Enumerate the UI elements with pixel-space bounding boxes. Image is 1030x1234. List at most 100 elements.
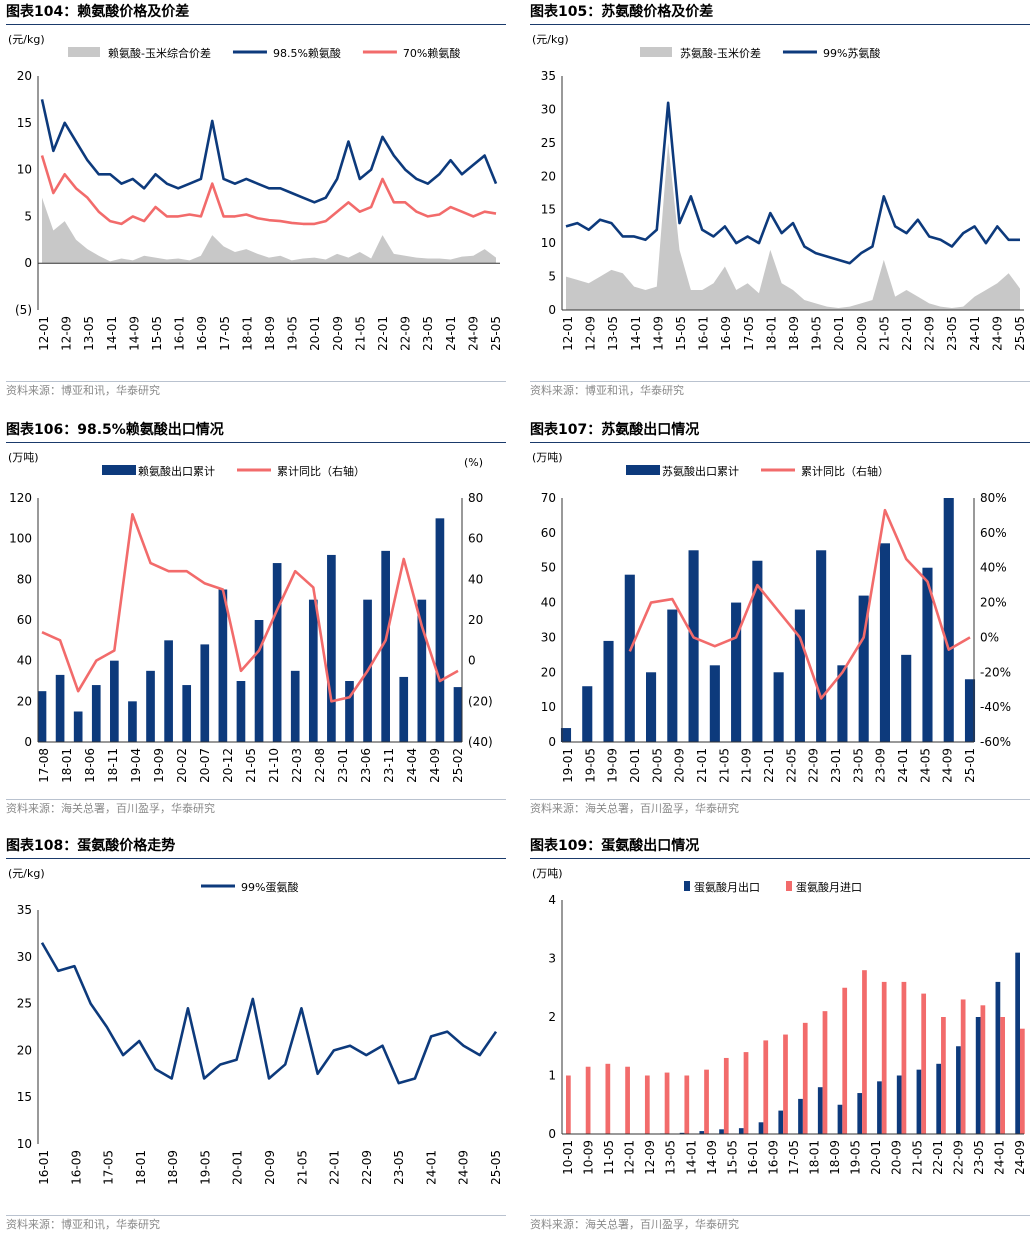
bar	[879, 543, 890, 742]
bar	[684, 1075, 690, 1134]
x-tick-label: 19-05	[849, 1140, 863, 1175]
x-tick-label: 20-12	[221, 748, 235, 783]
x-tick-label: 23-01	[336, 748, 350, 783]
y2-tick-label: 60	[468, 532, 483, 546]
x-tick-label: 18-01	[134, 1150, 148, 1185]
x-tick-label: 25-05	[1013, 316, 1027, 351]
line-series	[41, 512, 459, 703]
chart-105-svg: 苏氨酸-玉米价差 99%苏氨酸 (元/kg) 35 30 25 20 15 10 5 0 12-01 1…	[532, 33, 1027, 351]
y-tick-label: 10	[17, 163, 32, 177]
x-tick-label: 18-01	[240, 316, 254, 351]
x-tick-label: 22-09	[399, 316, 413, 351]
x-tick-label: 18-09	[828, 1140, 842, 1175]
legend-label: 99%苏氨酸	[823, 46, 880, 60]
x-tick-label: 19-05	[286, 316, 300, 351]
x-tick-label: 23-01	[829, 748, 843, 783]
legend-label: 98.5%赖氨酸	[273, 46, 341, 60]
y-tick-label: 40	[541, 596, 556, 610]
bar	[688, 550, 699, 742]
x-tick-label: 11-05	[602, 1140, 616, 1175]
bar	[308, 599, 318, 742]
x-tick-label: 22-09	[360, 1150, 374, 1185]
y2-tick-label: 0	[468, 654, 476, 668]
bar	[110, 660, 119, 742]
bar	[603, 640, 614, 742]
bar	[128, 701, 137, 742]
line-series	[40, 99, 498, 204]
bar	[723, 1057, 729, 1134]
bar	[896, 1075, 902, 1134]
y2-tick-label: (20)	[468, 694, 493, 708]
legend-label: 赖氨酸出口累计	[138, 464, 215, 478]
bar	[943, 498, 954, 742]
bar	[719, 1129, 724, 1134]
x-tick-label: 22-09	[807, 748, 821, 783]
y-tick-label: 0	[24, 256, 32, 270]
legend-swatch	[68, 47, 100, 57]
x-tick-label: 14-09	[651, 316, 665, 351]
x-tick-label: 13-05	[82, 316, 96, 351]
y-tick-label: 35	[541, 69, 556, 83]
legend-item: 99%苏氨酸	[782, 46, 880, 60]
bar	[453, 687, 463, 742]
bar	[916, 1069, 922, 1134]
x-tick-label: 16-01	[697, 316, 711, 351]
x-tick-label: 15-05	[674, 316, 688, 351]
bar	[585, 1066, 591, 1134]
bar	[218, 589, 228, 742]
y-tick-label: 70	[541, 491, 556, 505]
x-tick-label: 20-09	[673, 748, 687, 783]
x-tick-label: 25-05	[489, 316, 503, 351]
y-tick-label: 60	[541, 526, 556, 540]
x-tick-label: 17-05	[787, 1140, 801, 1175]
legend-swatch	[786, 881, 792, 891]
panel-chart-109: 图表109：蛋氨酸出口情况 蛋氨酸月出口 蛋氨酸月进口 (万吨) 4 3 2 1 0 10-01…	[530, 834, 1030, 1234]
x-tick-label: 18-09	[787, 316, 801, 351]
y-tick-label: 20	[17, 1043, 32, 1057]
x-tick-label: 21-05	[244, 748, 258, 783]
legend-label: 累计同比（右轴）	[801, 464, 889, 478]
x-tick-label: 20-02	[175, 748, 189, 783]
legend-label: 70%赖氨酸	[403, 46, 460, 60]
bar	[798, 1098, 803, 1134]
y2-tick-label: -40%	[980, 700, 1011, 714]
legend-label: 苏氨酸出口累计	[662, 464, 739, 478]
bar	[290, 670, 300, 742]
chart-title-109: 图表109：蛋氨酸出口情况	[530, 836, 1030, 859]
chart-106-svg: 赖氨酸出口累计 累计同比（右轴） (万吨) (%) 120 100 80 60 40 20 0 80 6…	[8, 451, 493, 783]
x-tick-label: 20-09	[855, 316, 869, 351]
x-tick-label: 21-01	[695, 748, 709, 783]
x-tick-label: 17-05	[742, 316, 756, 351]
chart-source-107: 资料来源：海关总署，百川盈孚，华泰研究	[530, 799, 1030, 818]
bar	[560, 728, 572, 742]
area-series	[42, 197, 496, 264]
y-tick-label: 10	[541, 700, 556, 714]
y-tick-label: 50	[541, 561, 556, 575]
chart-title-108: 图表108：蛋氨酸价格走势	[6, 836, 506, 859]
bar	[857, 1093, 863, 1134]
x-tick-label: 25-05	[489, 1150, 503, 1185]
bar	[91, 685, 101, 742]
x-tick-label: 18-06	[83, 748, 97, 783]
legend-label: 99%蛋氨酸	[241, 880, 298, 894]
bar	[679, 1132, 685, 1134]
panel-chart-106: 图表106：98.5%赖氨酸出口情况 赖氨酸出口累计 累计同比（右轴） (万吨) (%…	[6, 418, 506, 818]
x-tick-label: 20-01	[231, 1150, 245, 1185]
bar	[272, 563, 282, 742]
bar	[345, 681, 354, 742]
x-tick-label: 24-01	[896, 748, 910, 783]
x-tick-label: 23-09	[874, 748, 888, 783]
line-series	[565, 101, 1020, 265]
bar	[822, 1011, 828, 1134]
bar	[817, 1087, 823, 1134]
x-tick-label: 24-04	[405, 748, 419, 783]
y-axis-unit: (万吨)	[8, 451, 39, 464]
x-tick-label: 25-02	[451, 748, 465, 783]
legend-swatch	[102, 465, 136, 475]
bar	[699, 1131, 705, 1134]
bar	[399, 676, 409, 742]
y-tick-label: 15	[17, 116, 32, 130]
chart-title-107: 图表107：苏氨酸出口情况	[530, 420, 1030, 443]
bar	[862, 970, 867, 1134]
bar	[816, 550, 827, 742]
